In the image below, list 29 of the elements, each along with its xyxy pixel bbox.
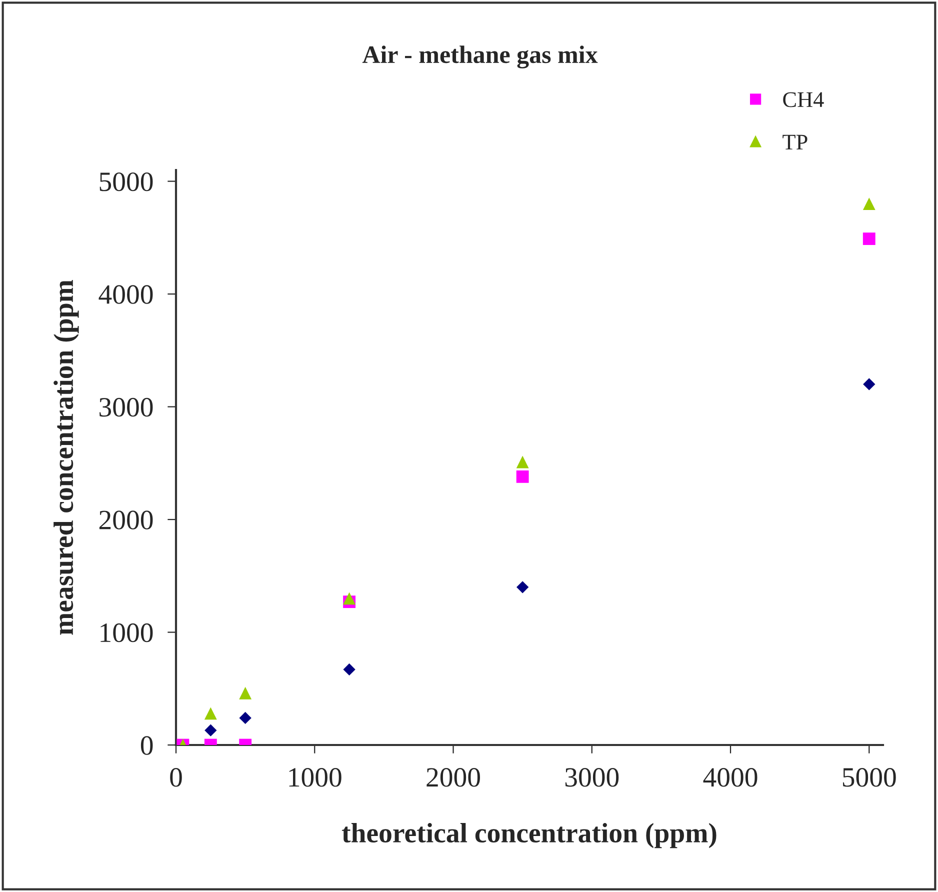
chart-title: Air - methane gas mix	[362, 46, 598, 68]
point	[343, 592, 356, 605]
x-tick-label: 0	[170, 768, 182, 787]
x-tick-label: 2000	[426, 768, 480, 787]
y-tick-label: 3000	[100, 398, 153, 417]
x-tick-label: 1000	[289, 768, 342, 787]
point	[204, 724, 217, 736]
point	[239, 686, 252, 700]
point	[239, 712, 252, 724]
legend-label: TP	[782, 134, 808, 150]
legend-label: CH4	[783, 92, 824, 108]
point	[343, 663, 356, 676]
point	[862, 232, 876, 245]
point	[863, 378, 876, 390]
point	[204, 707, 217, 720]
x-tick-label: 3000	[565, 768, 619, 787]
y-axis-title: measured concentration (ppm	[54, 280, 79, 635]
point	[862, 198, 876, 210]
y-tick-label: 1000	[100, 623, 153, 642]
point	[516, 456, 529, 468]
y-tick-label: 5000	[100, 172, 153, 192]
x-tick-label: 5000	[842, 768, 896, 787]
y-tick-label: 4000	[98, 285, 153, 304]
x-tick-label: 4000	[703, 768, 758, 787]
y-tick-label: 2000	[99, 510, 153, 530]
y-tick-label: 0	[140, 736, 153, 755]
x-axis-title: theoretical concentration (ppm)	[342, 822, 716, 848]
point	[516, 470, 529, 483]
point	[516, 581, 529, 594]
